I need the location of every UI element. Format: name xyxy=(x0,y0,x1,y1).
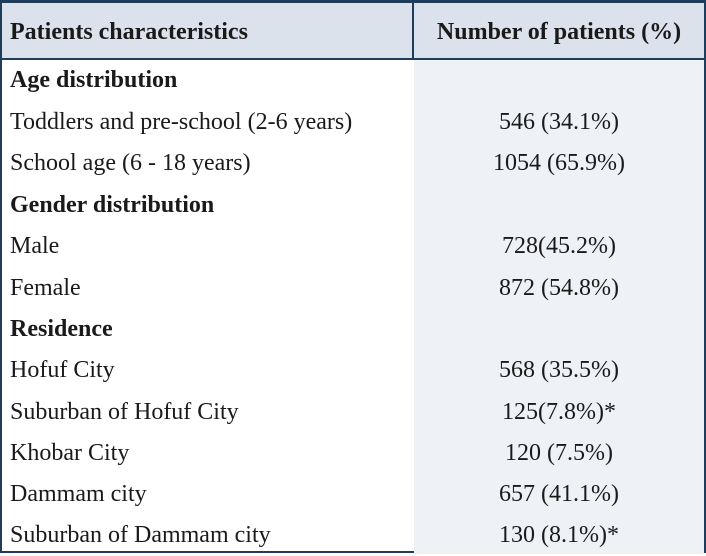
row-value: 125(7.8%)* xyxy=(502,399,616,425)
table-row: Hofuf City 568 (35.5%) xyxy=(2,350,704,391)
row-value: 568 (35.5%) xyxy=(499,357,619,383)
row-value xyxy=(414,60,704,101)
row-label: Female xyxy=(10,275,81,301)
row-value: 546 (34.1%) xyxy=(499,109,619,135)
row-label: Suburban of Hofuf City xyxy=(10,399,239,425)
section-row-residence: Residence xyxy=(2,309,704,350)
row-label: Gender distribution xyxy=(10,192,215,218)
header-characteristics: Patients characteristics xyxy=(10,19,248,45)
row-label: School age (6 - 18 years) xyxy=(10,150,251,176)
table-row: School age (6 - 18 years) 1054 (65.9%) xyxy=(2,143,704,184)
table-row: Suburban of Hofuf City 125(7.8%)* xyxy=(2,392,704,433)
row-value xyxy=(414,309,704,350)
row-label: Dammam city xyxy=(10,481,147,507)
table-row: Khobar City 120 (7.5%) xyxy=(2,433,704,474)
header-divider xyxy=(412,3,414,60)
row-value: 872 (54.8%) xyxy=(499,275,619,301)
row-label: Age distribution xyxy=(10,67,178,93)
table-row: Toddlers and pre-school (2-6 years) 546 … xyxy=(2,102,704,143)
row-label: Toddlers and pre-school (2-6 years) xyxy=(10,109,353,135)
row-label: Male xyxy=(10,233,60,259)
row-label: Suburban of Dammam city xyxy=(10,522,271,548)
row-value: 120 (7.5%) xyxy=(505,440,613,466)
row-label: Hofuf City xyxy=(10,357,115,383)
row-value: 1054 (65.9%) xyxy=(493,150,625,176)
row-value: 728(45.2%) xyxy=(502,233,616,259)
row-value xyxy=(414,185,704,226)
table-header: Patients characteristics Number of patie… xyxy=(2,3,704,60)
row-label: Residence xyxy=(10,316,113,342)
row-value: 657 (41.1%) xyxy=(499,481,619,507)
table-row: Male 728(45.2%) xyxy=(2,226,704,267)
table-row: Dammam city 657 (41.1%) xyxy=(2,474,704,515)
section-row-age: Age distribution xyxy=(2,60,704,101)
value-column-background xyxy=(414,60,704,554)
table-row: Female 872 (54.8%) xyxy=(2,268,704,309)
table-row: Suburban of Dammam city 130 (8.1%)* xyxy=(2,515,704,556)
row-label: Khobar City xyxy=(10,440,130,466)
section-row-gender: Gender distribution xyxy=(2,185,704,226)
row-value: 130 (8.1%)* xyxy=(499,522,619,548)
header-number-of-patients: Number of patients (%) xyxy=(436,19,682,45)
